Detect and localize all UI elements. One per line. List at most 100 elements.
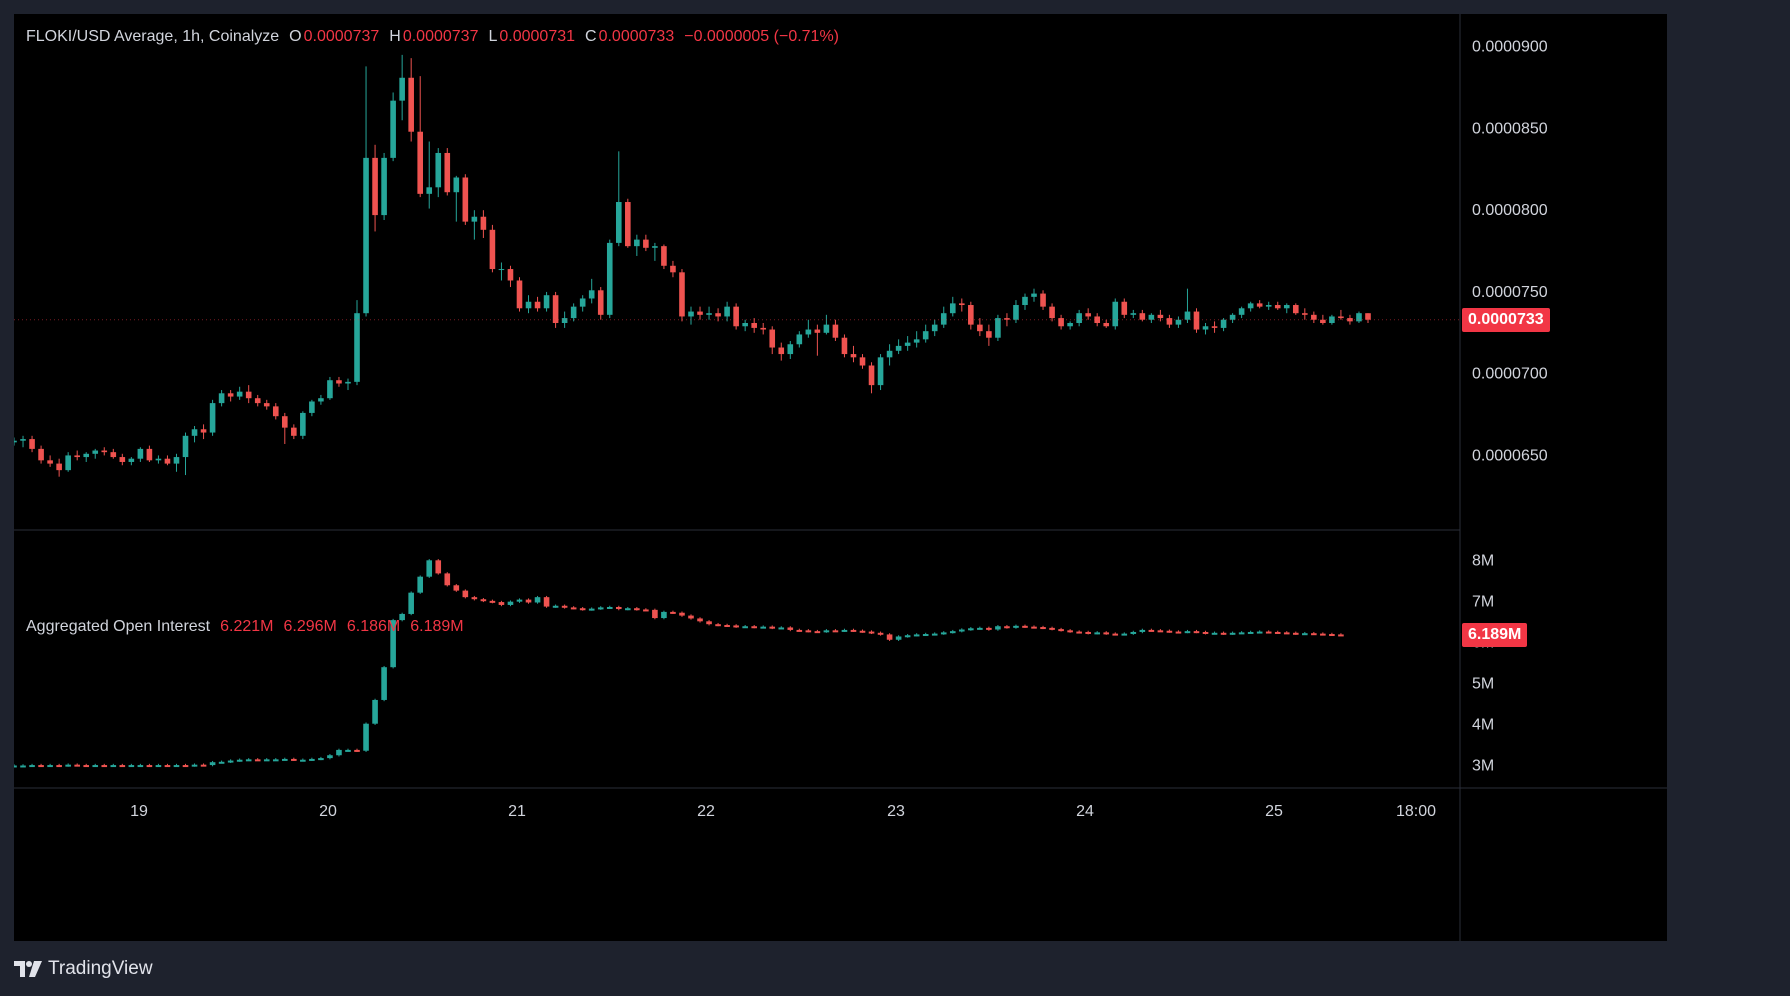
price-candle xyxy=(1229,314,1236,320)
price-candle xyxy=(904,342,911,346)
last-oi-tag: 6.189M xyxy=(1462,622,1528,647)
close-label: C xyxy=(585,28,597,45)
oi-candle xyxy=(859,630,866,633)
price-candle xyxy=(679,272,685,317)
oi-candle xyxy=(453,585,460,591)
price-candle xyxy=(1220,319,1227,328)
oi-candle xyxy=(480,599,487,602)
price-candle xyxy=(164,458,171,464)
oi-candle xyxy=(38,765,44,768)
price-candle xyxy=(56,463,62,471)
oi-candle xyxy=(652,609,658,619)
price-candle xyxy=(787,344,794,355)
oi-candle xyxy=(805,630,812,633)
oi-candle xyxy=(1184,631,1191,634)
oi-candle xyxy=(1130,631,1137,634)
oi-value-2: 6.296M xyxy=(283,618,337,635)
oi-candle xyxy=(1202,631,1209,634)
symbol-title[interactable]: FLOKI/USD Average, 1h, Coinalyze xyxy=(26,28,280,45)
oi-candle xyxy=(670,611,676,614)
oi-candle xyxy=(742,626,748,629)
price-candle xyxy=(38,448,44,461)
oi-candle xyxy=(823,630,830,633)
oi-candle xyxy=(417,576,423,593)
oi-candle xyxy=(688,615,694,619)
oi-candle xyxy=(1302,633,1308,636)
close-value: 0.0000733 xyxy=(598,28,675,45)
oi-candle xyxy=(1085,631,1091,634)
oi-candle xyxy=(1058,629,1064,632)
oi-candle xyxy=(904,635,911,638)
oi-candle xyxy=(724,625,730,628)
price-candle xyxy=(579,298,586,307)
price-tick-label: 0.0000900 xyxy=(1472,39,1548,56)
oi-candle xyxy=(1274,631,1281,634)
oi-candle xyxy=(706,621,712,625)
oi-candle xyxy=(65,764,71,767)
oi-candle xyxy=(796,629,803,632)
oi-tick-label: 7M xyxy=(1472,594,1494,611)
oi-candle xyxy=(1157,630,1164,633)
chart-canvas[interactable]: 0.0000900 0.0000850 0.0000800 0.0000750 0.00… xyxy=(14,14,1667,941)
price-candle xyxy=(14,440,17,443)
oi-candle xyxy=(507,601,514,605)
high-value: 0.0000737 xyxy=(402,28,479,45)
price-candle xyxy=(47,460,53,464)
price-candle xyxy=(751,323,757,328)
price-candle xyxy=(1329,316,1335,323)
price-candle xyxy=(1121,301,1128,315)
oi-candle xyxy=(155,765,162,768)
time-tick-label: 22 xyxy=(697,803,715,820)
price-candle xyxy=(913,339,920,343)
oi-candle xyxy=(1311,633,1317,636)
price-candle xyxy=(453,177,460,193)
price-candle xyxy=(390,100,396,158)
price-candle xyxy=(597,290,604,315)
price-candle xyxy=(1013,305,1019,320)
open-label: O xyxy=(289,28,302,45)
price-candle xyxy=(399,77,405,101)
oi-candle xyxy=(300,759,306,762)
price-candle xyxy=(1338,316,1344,319)
price-candle xyxy=(345,381,351,384)
price-candle xyxy=(1256,303,1263,307)
price-tick-label: 0.0000800 xyxy=(1472,202,1548,219)
price-candle xyxy=(1274,305,1281,309)
oi-candle xyxy=(850,629,857,632)
price-candle xyxy=(886,350,893,358)
price-candle xyxy=(65,455,71,471)
oi-title[interactable]: Aggregated Open Interest xyxy=(26,618,211,635)
price-candle xyxy=(995,318,1001,338)
price-candle xyxy=(516,280,523,309)
oi-candle xyxy=(625,608,631,611)
tradingview-logo[interactable]: TradingView xyxy=(14,958,153,980)
price-candle xyxy=(715,313,721,317)
oi-candle xyxy=(1229,632,1236,635)
oi-candle xyxy=(137,765,144,768)
oi-candle xyxy=(390,620,396,668)
price-candle xyxy=(859,357,866,366)
oi-candle xyxy=(254,759,261,762)
price-candle xyxy=(543,295,550,309)
price-tick-label: 0.0000850 xyxy=(1472,120,1548,137)
price-candle xyxy=(471,216,478,222)
price-candle xyxy=(1148,314,1155,320)
price-candle xyxy=(931,324,938,332)
oi-candle xyxy=(1220,632,1227,635)
oi-value-3: 6.186M xyxy=(346,618,401,635)
oi-candle xyxy=(1265,631,1272,634)
oi-candle xyxy=(643,609,649,612)
price-candle xyxy=(534,301,541,309)
oi-candle xyxy=(886,634,893,640)
oi-candle xyxy=(164,765,171,768)
price-candle xyxy=(697,311,703,315)
oi-candle xyxy=(218,761,225,764)
price-candle xyxy=(435,152,442,188)
price-candle xyxy=(1139,313,1146,320)
oi-candle xyxy=(29,765,35,768)
oi-candle xyxy=(1193,631,1200,634)
oi-candle xyxy=(327,755,333,759)
price-candle xyxy=(895,345,902,351)
oi-candle xyxy=(336,749,342,756)
oi-candle xyxy=(931,633,938,636)
